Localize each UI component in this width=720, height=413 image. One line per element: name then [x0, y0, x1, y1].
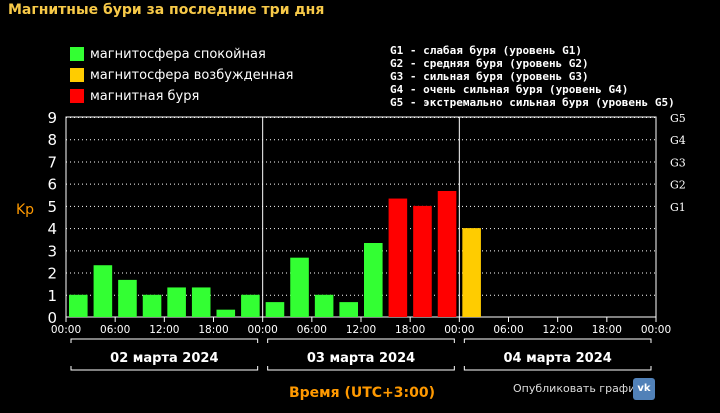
x-tick-label-1: 06:00 — [100, 324, 130, 336]
g-level-label-g3: G3 — [670, 156, 686, 169]
bar-6 — [216, 309, 236, 317]
plot-frame — [65, 116, 657, 318]
bar-3 — [142, 294, 162, 317]
x-tick-label-7: 18:00 — [395, 324, 425, 336]
day-bracket-top-1 — [267, 338, 455, 343]
g-level-label-g4: G4 — [670, 134, 686, 147]
share-label: Опубликовать график: — [513, 382, 646, 395]
day-label-2: 04 марта 2024 — [503, 351, 611, 366]
y-tick-label-5: 5 — [47, 198, 57, 216]
day-label-0: 02 марта 2024 — [110, 351, 218, 366]
legend-label-active: магнитосфера возбужденная — [90, 67, 294, 83]
x-tick-label-5: 06:00 — [297, 324, 327, 336]
bar-5 — [191, 287, 211, 317]
bar-8 — [265, 302, 285, 317]
x-tick-label-0: 00:00 — [51, 324, 81, 336]
day-bracket-bottom-0 — [70, 366, 259, 371]
g-legend-g5: G5 - экстремально сильная буря (уровень … — [390, 96, 675, 109]
g-legend-g4: G4 - очень сильная буря (уровень G4) — [390, 83, 629, 96]
bar-13 — [388, 198, 408, 317]
bar-10 — [314, 294, 334, 317]
page-title: Магнитные бури за последние три дня — [8, 2, 325, 18]
x-tick-label-11: 18:00 — [592, 324, 622, 336]
legend-swatch-active — [70, 68, 84, 82]
day-bracket-bottom-1 — [267, 366, 455, 371]
y-axis-label: Kp — [16, 202, 34, 218]
y-tick-label-3: 3 — [47, 242, 57, 260]
bar-14 — [413, 205, 432, 317]
x-tick-label-3: 18:00 — [198, 324, 228, 336]
legend-label-storm: магнитная буря — [90, 88, 200, 104]
g-legend-g3: G3 - сильная буря (уровень G3) — [390, 70, 589, 83]
x-tick-label-4: 00:00 — [248, 324, 278, 336]
legend-item-storm: магнитная буря — [70, 87, 199, 105]
g-level-label-g2: G2 — [670, 179, 686, 192]
x-tick-label-9: 06:00 — [493, 324, 523, 336]
y-tick-label-8: 8 — [47, 131, 57, 149]
y-tick-label-7: 7 — [47, 153, 57, 171]
bar-0 — [69, 294, 88, 317]
legend-swatch-quiet — [70, 47, 84, 61]
day-bracket-top-2 — [463, 338, 652, 343]
g-legend-g2: G2 - средняя буря (уровень G2) — [390, 57, 589, 70]
legend-item-active: магнитосфера возбужденная — [70, 66, 293, 84]
y-tick-label-9: 9 — [47, 109, 57, 127]
g-level-label-g5: G5 — [670, 112, 686, 125]
y-tick-label-1: 1 — [47, 287, 57, 305]
legend-swatch-storm — [70, 89, 84, 103]
x-tick-label-12: 00:00 — [641, 324, 671, 336]
x-tick-label-10: 12:00 — [543, 324, 573, 336]
bar-11 — [339, 302, 358, 317]
bar-2 — [118, 279, 137, 317]
day-bracket-top-0 — [70, 338, 259, 343]
g-level-label-g1: G1 — [670, 201, 686, 214]
day-bracket-bottom-2 — [463, 366, 652, 371]
bar-4 — [167, 287, 186, 317]
legend-label-quiet: магнитосфера спокойная — [90, 46, 266, 62]
bar-16 — [462, 228, 481, 317]
bar-1 — [93, 265, 113, 317]
x-axis-label: Время (UTC+3:00) — [289, 385, 435, 401]
bar-7 — [241, 294, 260, 317]
bar-15 — [437, 191, 457, 317]
y-tick-label-2: 2 — [47, 265, 57, 283]
legend-item-quiet: магнитосфера спокойная — [70, 45, 266, 63]
day-label-1: 03 марта 2024 — [307, 351, 415, 366]
bar-12 — [364, 243, 383, 317]
g-level-legend: G1 - слабая буря (уровень G1) G2 - средн… — [390, 44, 675, 109]
bar-9 — [290, 257, 309, 317]
vk-icon[interactable]: vk — [633, 378, 655, 400]
y-tick-label-0: 0 — [47, 309, 57, 327]
x-tick-label-2: 12:00 — [149, 324, 179, 336]
g-legend-g1: G1 - слабая буря (уровень G1) — [390, 44, 583, 57]
x-tick-label-8: 00:00 — [444, 324, 474, 336]
x-tick-label-6: 12:00 — [346, 324, 376, 336]
y-tick-label-6: 6 — [47, 176, 57, 194]
y-tick-label-4: 4 — [47, 220, 57, 238]
